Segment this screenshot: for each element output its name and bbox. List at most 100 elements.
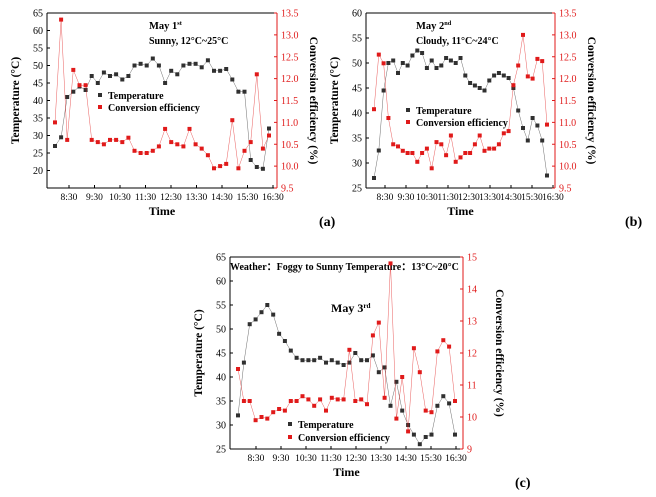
y2-tick-label: 12.0: [281, 74, 299, 85]
y-tick-label: 25: [33, 149, 43, 160]
data-point: [199, 65, 204, 70]
series-efficiency: [53, 17, 271, 171]
y2-axis-label: Conversion efficiency (%): [585, 37, 597, 165]
y-tick-label: 45: [352, 84, 362, 95]
data-point: [247, 322, 252, 327]
data-point: [89, 137, 94, 142]
data-point: [405, 151, 410, 155]
y-tick-label: 40: [33, 96, 43, 107]
data-point: [144, 151, 149, 155]
legend-marker: [288, 422, 292, 426]
data-point: [193, 61, 198, 66]
y2-tick-label: 13.0: [559, 30, 577, 41]
chart-panel-2: 25 30 35 40 45 50 55 60 9.5 10.0 10.5 11.0 11.5 12.0 1…: [329, 9, 597, 219]
x-tick-label: 13:30: [186, 193, 208, 203]
data-point: [405, 63, 410, 68]
data-point: [540, 59, 545, 64]
data-point: [53, 144, 57, 148]
data-point: [294, 399, 299, 403]
y-tick-label: 30: [33, 131, 43, 142]
data-point: [417, 370, 422, 375]
y-tick-label: 60: [216, 277, 226, 288]
data-point: [218, 68, 223, 73]
data-point: [394, 379, 399, 384]
data-point: [138, 61, 143, 66]
data-point: [477, 86, 482, 90]
series-efficiency: [236, 261, 457, 434]
data-point: [95, 140, 100, 145]
data-point: [101, 142, 106, 147]
data-point: [205, 58, 210, 63]
y2-tick-label: 9: [467, 445, 472, 456]
data-point: [435, 403, 440, 408]
data-point: [372, 176, 376, 180]
data-point: [506, 129, 511, 134]
data-point: [312, 358, 317, 363]
data-point: [144, 63, 149, 68]
y2-tick-label: 13.5: [281, 9, 299, 20]
y2-tick-label: 15: [467, 253, 477, 264]
data-point: [265, 416, 270, 421]
data-point: [372, 107, 376, 112]
data-point: [453, 61, 458, 65]
data-point: [353, 399, 358, 403]
data-point: [439, 142, 444, 147]
x-tick-label: 8:30: [377, 193, 394, 203]
y2-tick-label: 10.0: [281, 162, 299, 173]
series-temperature: [53, 56, 271, 171]
data-point: [453, 159, 458, 164]
data-point: [260, 146, 265, 151]
data-point: [453, 432, 457, 437]
x-tick-label: 13:30: [479, 193, 501, 203]
data-point: [521, 32, 525, 37]
data-point: [516, 108, 521, 113]
data-point: [396, 144, 400, 149]
data-point: [492, 73, 497, 78]
data-point: [381, 61, 386, 66]
x-tick-label: 15:30: [420, 454, 442, 464]
data-point: [365, 358, 369, 363]
data-point: [435, 349, 440, 354]
x-tick-label: 10:30: [416, 193, 438, 203]
x-tick-label: 15:30: [521, 193, 543, 203]
data-point: [439, 63, 444, 68]
y2-tick-label: 11.5: [559, 96, 576, 107]
data-point: [540, 138, 545, 143]
legend-marker: [288, 435, 292, 439]
data-point: [65, 137, 70, 142]
data-point: [253, 317, 258, 322]
data-point: [312, 403, 317, 408]
data-point: [492, 146, 497, 151]
x-tick-label: 8:30: [248, 454, 265, 464]
data-point: [396, 71, 400, 75]
data-point: [525, 74, 530, 79]
data-point: [300, 358, 305, 363]
data-point: [429, 58, 434, 63]
data-point: [376, 320, 381, 325]
data-point: [406, 423, 411, 427]
data-point: [236, 413, 240, 418]
data-point: [277, 407, 282, 411]
data-point: [230, 77, 235, 82]
data-point: [83, 83, 88, 88]
y-tick-label: 55: [33, 44, 43, 55]
data-point: [429, 432, 434, 437]
chart-subtitle: Weather：Foggy to Sunny Temperature：13°C~…: [230, 262, 459, 273]
data-point: [365, 402, 369, 407]
x-tick-label: 11:30: [437, 193, 459, 203]
data-point: [224, 67, 229, 71]
data-point: [370, 333, 375, 338]
data-point: [501, 131, 506, 136]
data-point: [236, 367, 240, 371]
data-point: [199, 146, 204, 151]
data-point: [265, 303, 270, 307]
y-tick-label: 65: [33, 9, 43, 20]
data-point: [424, 66, 429, 70]
data-point: [267, 126, 271, 131]
data-point: [306, 358, 311, 363]
data-point: [381, 88, 386, 93]
data-point: [271, 312, 276, 317]
y2-tick-label: 11.5: [281, 96, 298, 107]
data-point: [376, 148, 381, 153]
data-point: [282, 408, 287, 413]
